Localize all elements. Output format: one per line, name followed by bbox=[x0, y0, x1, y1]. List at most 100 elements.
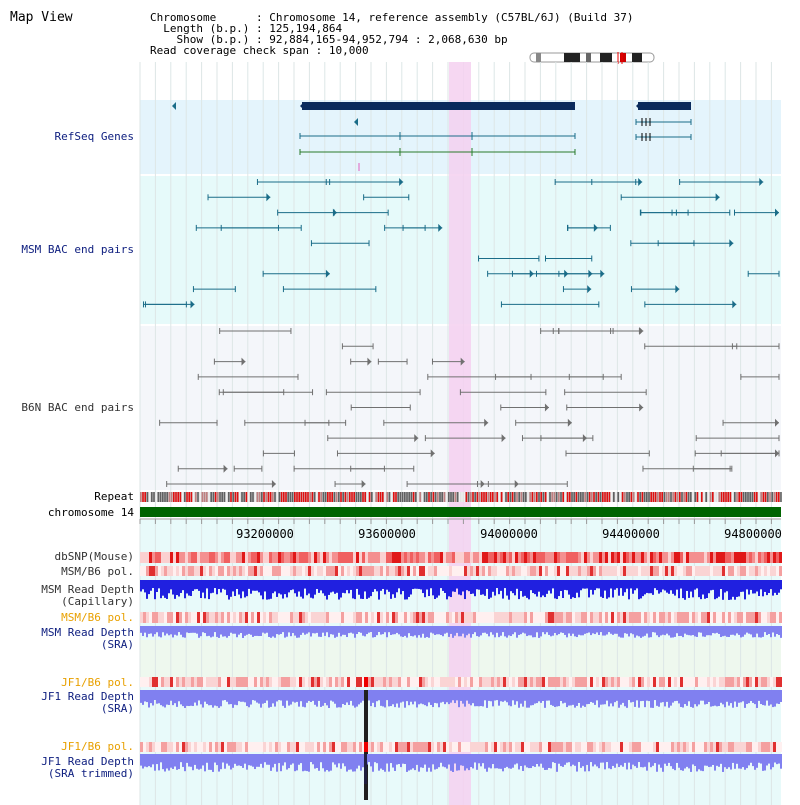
msm-b6-pol2-cell bbox=[206, 612, 209, 623]
dbsnp-cell bbox=[167, 552, 170, 563]
jf1-b6-pol-cell bbox=[446, 677, 449, 687]
variation-tracks[interactable] bbox=[140, 552, 782, 800]
jf1-depth-trim-bar bbox=[158, 754, 160, 771]
msm-depth-cap-bar bbox=[626, 580, 628, 589]
jf1-depth-trim-bar bbox=[392, 754, 394, 768]
jf1-b6-pol2-cell bbox=[197, 742, 200, 752]
msm-depth-cap-bar bbox=[232, 580, 234, 592]
msm-b6-pol2-cell bbox=[581, 612, 584, 623]
msm-depth-sra-bar bbox=[582, 626, 584, 636]
jf1-depth-trim-bar bbox=[768, 754, 770, 764]
msm-depth-cap-bar bbox=[230, 580, 232, 597]
jf1-b6-pol2-cell bbox=[362, 742, 365, 752]
jf1-b6-pol-cell bbox=[578, 677, 581, 687]
dbsnp-cell bbox=[629, 552, 632, 563]
msm-b6-pol-cell bbox=[551, 566, 554, 576]
jf1-depth-trim-bar bbox=[676, 754, 678, 763]
msm-depth-sra-bar bbox=[168, 626, 170, 636]
jf1-depth-sra-bar bbox=[388, 690, 390, 707]
jf1-b6-pol2-cell bbox=[473, 742, 476, 752]
msm-depth-cap-bar bbox=[316, 580, 318, 590]
jf1-depth-sra-bar bbox=[446, 690, 448, 703]
repeat-segment bbox=[687, 492, 690, 502]
jf1-b6-pol2-cell bbox=[260, 742, 263, 752]
repeat-segment bbox=[445, 492, 448, 502]
jf1-depth-trim-bar bbox=[514, 754, 516, 765]
msm-b6-pol2-cell bbox=[578, 612, 581, 623]
msm-depth-sra-bar bbox=[204, 626, 206, 634]
jf1-b6-pol-cell bbox=[443, 677, 446, 687]
msm-depth-sra-bar bbox=[258, 626, 260, 637]
jf1-b6-pol2-cell bbox=[398, 742, 401, 752]
jf1-depth-sra-bar bbox=[662, 690, 664, 703]
msm-b6-pol2-cell bbox=[563, 612, 566, 623]
jf1-b6-pol-cell bbox=[218, 677, 221, 687]
dbsnp-cell bbox=[389, 552, 392, 563]
jf1-depth-trim-bar bbox=[556, 754, 558, 772]
msm-b6-pol-cell bbox=[458, 566, 461, 576]
jf1-depth-sra-bar bbox=[304, 690, 306, 708]
msm-b6-pol2-cell bbox=[140, 612, 143, 623]
jf1-b6-pol-cell bbox=[548, 677, 551, 687]
msm-depth-sra-bar bbox=[512, 626, 514, 635]
msm-b6-pol-cell bbox=[602, 566, 605, 576]
chromosome-track[interactable] bbox=[140, 507, 781, 517]
repeat-segment bbox=[692, 492, 694, 502]
msm-depth-cap-bar bbox=[552, 580, 554, 589]
msm-depth-cap-bar bbox=[496, 580, 498, 589]
jf1-depth-sra-bar bbox=[212, 690, 214, 708]
dbsnp-cell bbox=[311, 552, 314, 563]
jf1-depth-trim-bar bbox=[400, 754, 402, 768]
jf1-depth-trim-bar bbox=[346, 754, 348, 772]
jf1-b6-pol-cell bbox=[602, 677, 605, 687]
jf1-depth-trim-bar bbox=[670, 754, 672, 767]
jf1-depth-sra-bar bbox=[748, 690, 750, 704]
msm-b6-pol2-cell bbox=[401, 612, 404, 623]
jf1-depth-trim-bar bbox=[162, 754, 164, 770]
msm-b6-pol-cell bbox=[278, 566, 281, 576]
chromosome-ideogram[interactable] bbox=[528, 52, 658, 64]
jf1-depth-trim-bar bbox=[154, 754, 156, 771]
msm-b6-pol-cell bbox=[650, 566, 653, 576]
jf1-b6-pol-cell bbox=[644, 677, 647, 687]
jf1-b6-pol2-cell bbox=[452, 742, 455, 752]
repeat-segment bbox=[597, 492, 600, 502]
jf1-b6-pol-cell bbox=[461, 677, 464, 687]
jf1-depth-trim-bar bbox=[204, 754, 206, 772]
msm-b6-pol2-cell bbox=[527, 612, 530, 623]
jf1-depth-sra-bar bbox=[754, 690, 756, 705]
msm-b6-pol-cell bbox=[557, 566, 560, 576]
msm-depth-cap-bar bbox=[748, 580, 750, 595]
msm-depth-sra-bar bbox=[530, 626, 532, 636]
msm-b6-pol2-cell bbox=[422, 612, 425, 623]
refseq-track[interactable] bbox=[172, 102, 692, 171]
msm-b6-pol2-cell bbox=[167, 612, 170, 623]
jf1-b6-pol2-cell bbox=[521, 742, 524, 752]
jf1-depth-sra-bar bbox=[208, 690, 210, 706]
jf1-depth-sra-bar bbox=[414, 690, 416, 702]
repeat-track[interactable] bbox=[140, 492, 782, 502]
dbsnp-cell bbox=[329, 552, 332, 563]
jf1-depth-sra-bar bbox=[462, 690, 464, 704]
length-label: Length (b.p.) bbox=[163, 22, 250, 35]
msm-depth-cap-bar bbox=[238, 580, 240, 595]
repeat-segment bbox=[582, 492, 584, 502]
msm-depth-sra-bar bbox=[478, 626, 480, 637]
msm-b6-pol-cell bbox=[338, 566, 341, 576]
jf1-depth-trim-bar bbox=[148, 754, 150, 767]
msm-bac-track[interactable] bbox=[142, 178, 780, 309]
msm-depth-sra-bar bbox=[414, 626, 416, 636]
jf1-b6-pol2-cell bbox=[491, 742, 494, 752]
jf1-depth-sra-bar bbox=[360, 690, 362, 703]
jf1-depth-trim-bar bbox=[486, 754, 488, 772]
jf1-b6-pol2-cell bbox=[773, 742, 776, 752]
jf1-depth-trim-line2: (SRA trimmed) bbox=[47, 767, 134, 780]
jf1-b6-pol2-cell bbox=[371, 742, 374, 752]
b6n-bac-track[interactable] bbox=[159, 327, 780, 488]
dbsnp-cell bbox=[446, 552, 449, 563]
jf1-depth-trim-bar bbox=[316, 754, 318, 768]
jf1-depth-sra-bar bbox=[254, 690, 256, 701]
jf1-b6-pol-cell bbox=[773, 677, 776, 687]
msm-depth-sra-bar bbox=[756, 626, 758, 634]
